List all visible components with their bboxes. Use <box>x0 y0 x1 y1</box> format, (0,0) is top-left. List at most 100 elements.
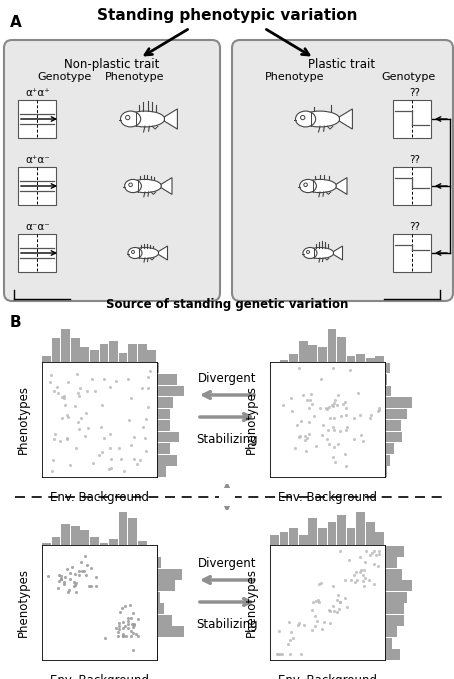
Point <box>371 545 378 556</box>
Point <box>311 610 318 621</box>
Point <box>71 579 79 590</box>
Point <box>71 577 78 588</box>
Bar <box>90 536 99 545</box>
Bar <box>385 638 392 648</box>
Point <box>143 445 150 456</box>
Point <box>129 607 136 618</box>
Bar <box>157 557 162 568</box>
Point <box>293 420 301 430</box>
Bar <box>118 512 128 545</box>
Bar <box>385 569 402 579</box>
Bar <box>318 528 327 545</box>
Bar <box>42 356 51 362</box>
Point <box>330 421 337 432</box>
Point <box>115 621 122 631</box>
Bar <box>157 638 158 648</box>
Point <box>289 633 296 644</box>
Point <box>342 575 349 586</box>
Point <box>128 440 135 451</box>
Bar <box>90 350 99 362</box>
Bar <box>80 530 89 545</box>
Point <box>84 422 92 433</box>
Point <box>326 413 333 424</box>
Text: B: B <box>10 315 22 330</box>
Point <box>343 422 350 433</box>
Point <box>336 545 343 556</box>
Point <box>81 550 89 561</box>
Text: Phenotypes: Phenotypes <box>17 385 30 454</box>
Text: Phenotypes: Phenotypes <box>17 568 30 637</box>
Point <box>119 631 126 642</box>
Point <box>321 617 328 627</box>
Bar <box>375 532 384 545</box>
Bar <box>18 100 56 138</box>
Point <box>124 619 131 630</box>
Point <box>70 581 77 592</box>
Bar <box>157 466 166 477</box>
Bar <box>347 528 355 545</box>
Bar <box>128 518 137 545</box>
Point <box>130 620 138 631</box>
Circle shape <box>126 115 130 120</box>
Point <box>108 454 115 464</box>
Bar <box>385 409 407 420</box>
Point <box>130 618 137 629</box>
Point <box>332 394 339 405</box>
Point <box>370 579 378 590</box>
Bar <box>128 344 137 362</box>
Point <box>367 413 374 424</box>
Bar <box>308 346 317 362</box>
Point <box>331 425 338 436</box>
Point <box>144 401 152 412</box>
Point <box>97 422 104 433</box>
Point <box>80 566 87 576</box>
Text: Source of standing genetic variation: Source of standing genetic variation <box>106 298 348 311</box>
Point <box>121 621 128 631</box>
Point <box>330 606 337 617</box>
Point <box>72 568 79 579</box>
Point <box>347 575 355 586</box>
Circle shape <box>132 251 134 253</box>
Bar <box>157 397 173 408</box>
Point <box>296 430 304 441</box>
Bar <box>157 432 179 443</box>
Point <box>127 393 134 404</box>
Point <box>119 623 127 634</box>
Point <box>275 649 282 660</box>
Point <box>356 409 363 420</box>
Polygon shape <box>161 178 172 194</box>
Bar <box>318 348 327 362</box>
Bar <box>356 512 365 545</box>
Bar <box>157 386 184 397</box>
Point <box>372 550 380 561</box>
Point <box>129 628 137 639</box>
Point <box>139 422 147 433</box>
Bar <box>385 363 390 373</box>
Bar <box>385 397 412 408</box>
Point <box>297 416 304 426</box>
Point <box>61 572 68 583</box>
Bar <box>385 386 391 397</box>
Point <box>134 613 142 624</box>
Bar <box>61 524 70 545</box>
Point <box>331 398 338 409</box>
Point <box>75 566 83 576</box>
Bar <box>157 581 175 591</box>
Bar <box>138 344 147 362</box>
Text: A: A <box>10 15 22 30</box>
Point <box>286 617 293 627</box>
Bar <box>337 515 346 545</box>
Bar <box>157 615 172 625</box>
Bar <box>99 344 109 362</box>
Bar <box>42 543 51 545</box>
Text: Phenotypes: Phenotypes <box>245 568 258 637</box>
Bar <box>385 615 405 625</box>
Point <box>330 363 337 373</box>
Bar <box>109 341 118 362</box>
Point <box>85 581 93 591</box>
Point <box>113 622 120 633</box>
Bar <box>157 592 160 602</box>
Point <box>64 377 72 388</box>
Point <box>342 424 349 435</box>
Bar <box>219 488 235 506</box>
